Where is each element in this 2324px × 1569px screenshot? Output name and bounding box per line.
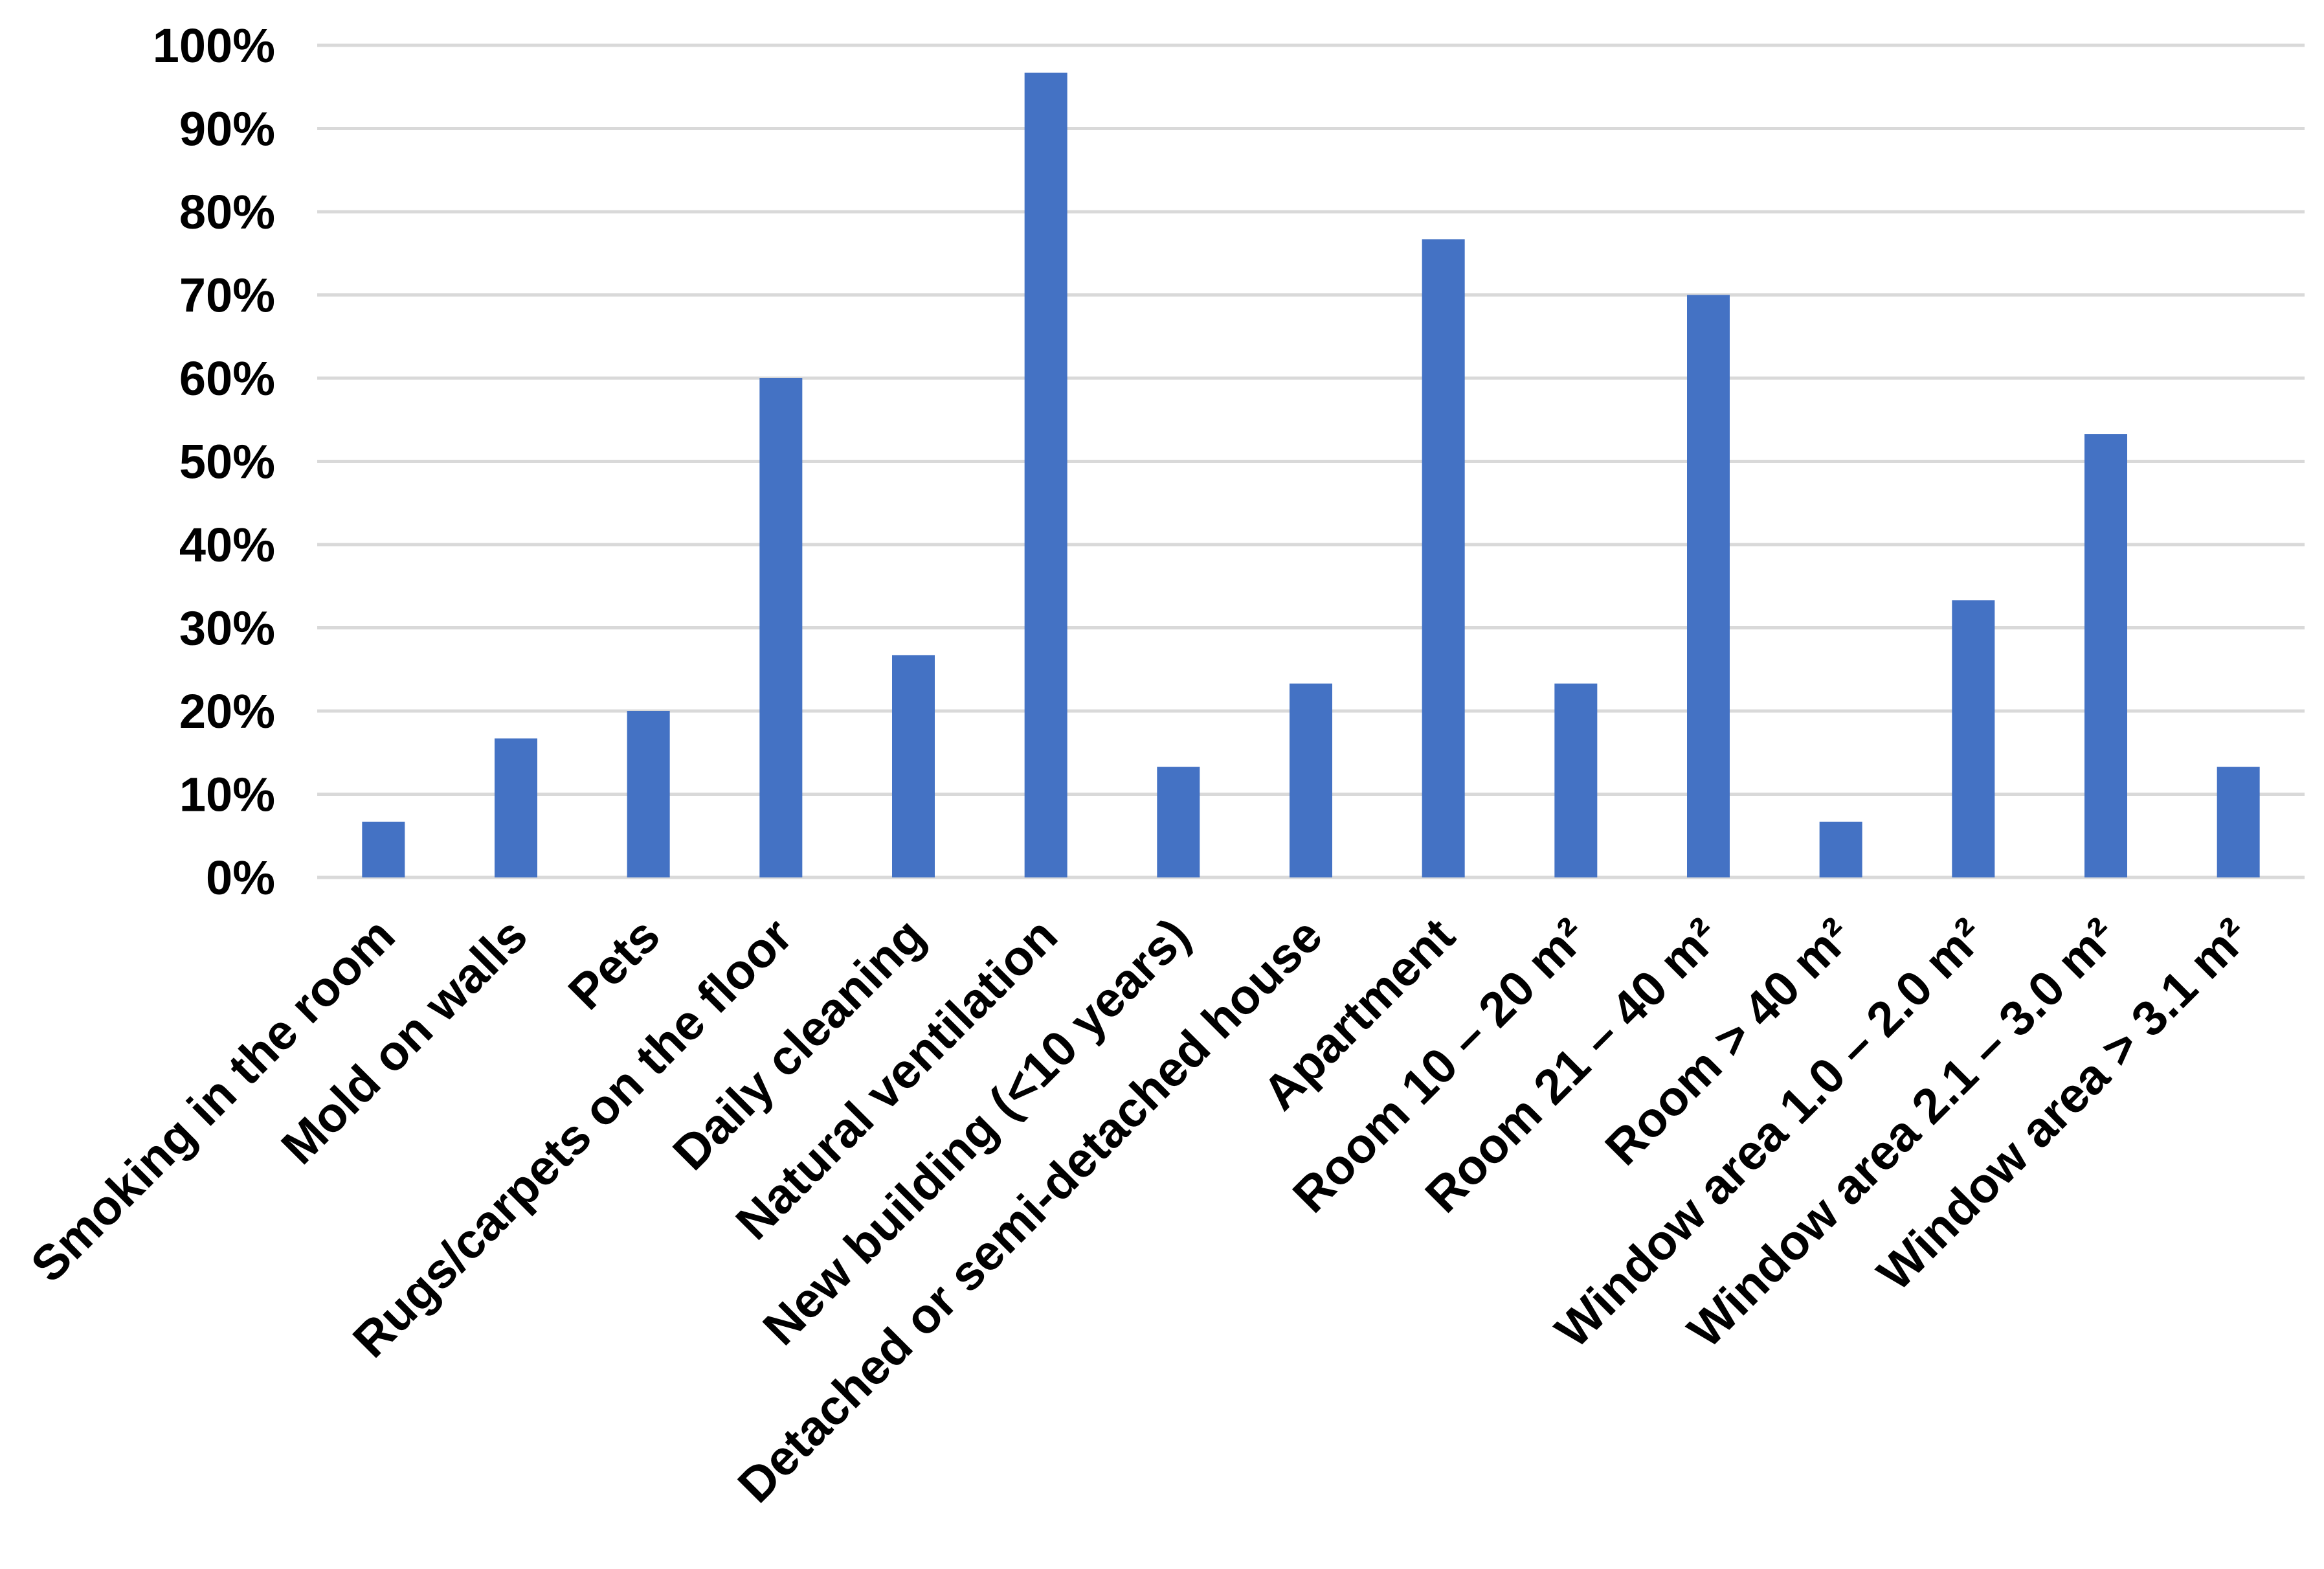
bar [1290,683,1332,877]
bar [1024,73,1067,877]
bar [362,821,405,877]
y-tick-label: 20% [179,684,275,738]
bar [1157,767,1200,877]
bar [2084,434,2127,877]
y-tick-label: 70% [179,269,275,322]
bar [495,738,537,877]
y-tick-label: 50% [179,435,275,489]
y-tick-label: 60% [179,352,275,405]
bar [1554,683,1598,877]
bar [1687,295,1730,877]
y-tick-label: 40% [179,518,275,572]
x-category-label: Pets [558,908,671,1021]
bar [2217,767,2260,877]
bars [362,73,2260,877]
y-axis-ticks: 0% 10% 20% 30% 40% 50% 60% 70% 80% 90% 100% [153,19,275,905]
bar [759,378,803,877]
bar [1422,239,1465,877]
y-tick-label: 90% [179,102,275,156]
y-tick-label: 0% [206,851,275,905]
y-tick-label: 80% [179,185,275,239]
bar [1819,821,1862,877]
y-tick-label: 30% [179,602,275,655]
y-tick-label: 10% [179,768,275,822]
y-tick-label: 100% [153,19,275,73]
bar [892,655,935,877]
bar [1952,600,1995,877]
x-category-label: Mold on walls [271,908,538,1175]
bar [627,711,670,877]
